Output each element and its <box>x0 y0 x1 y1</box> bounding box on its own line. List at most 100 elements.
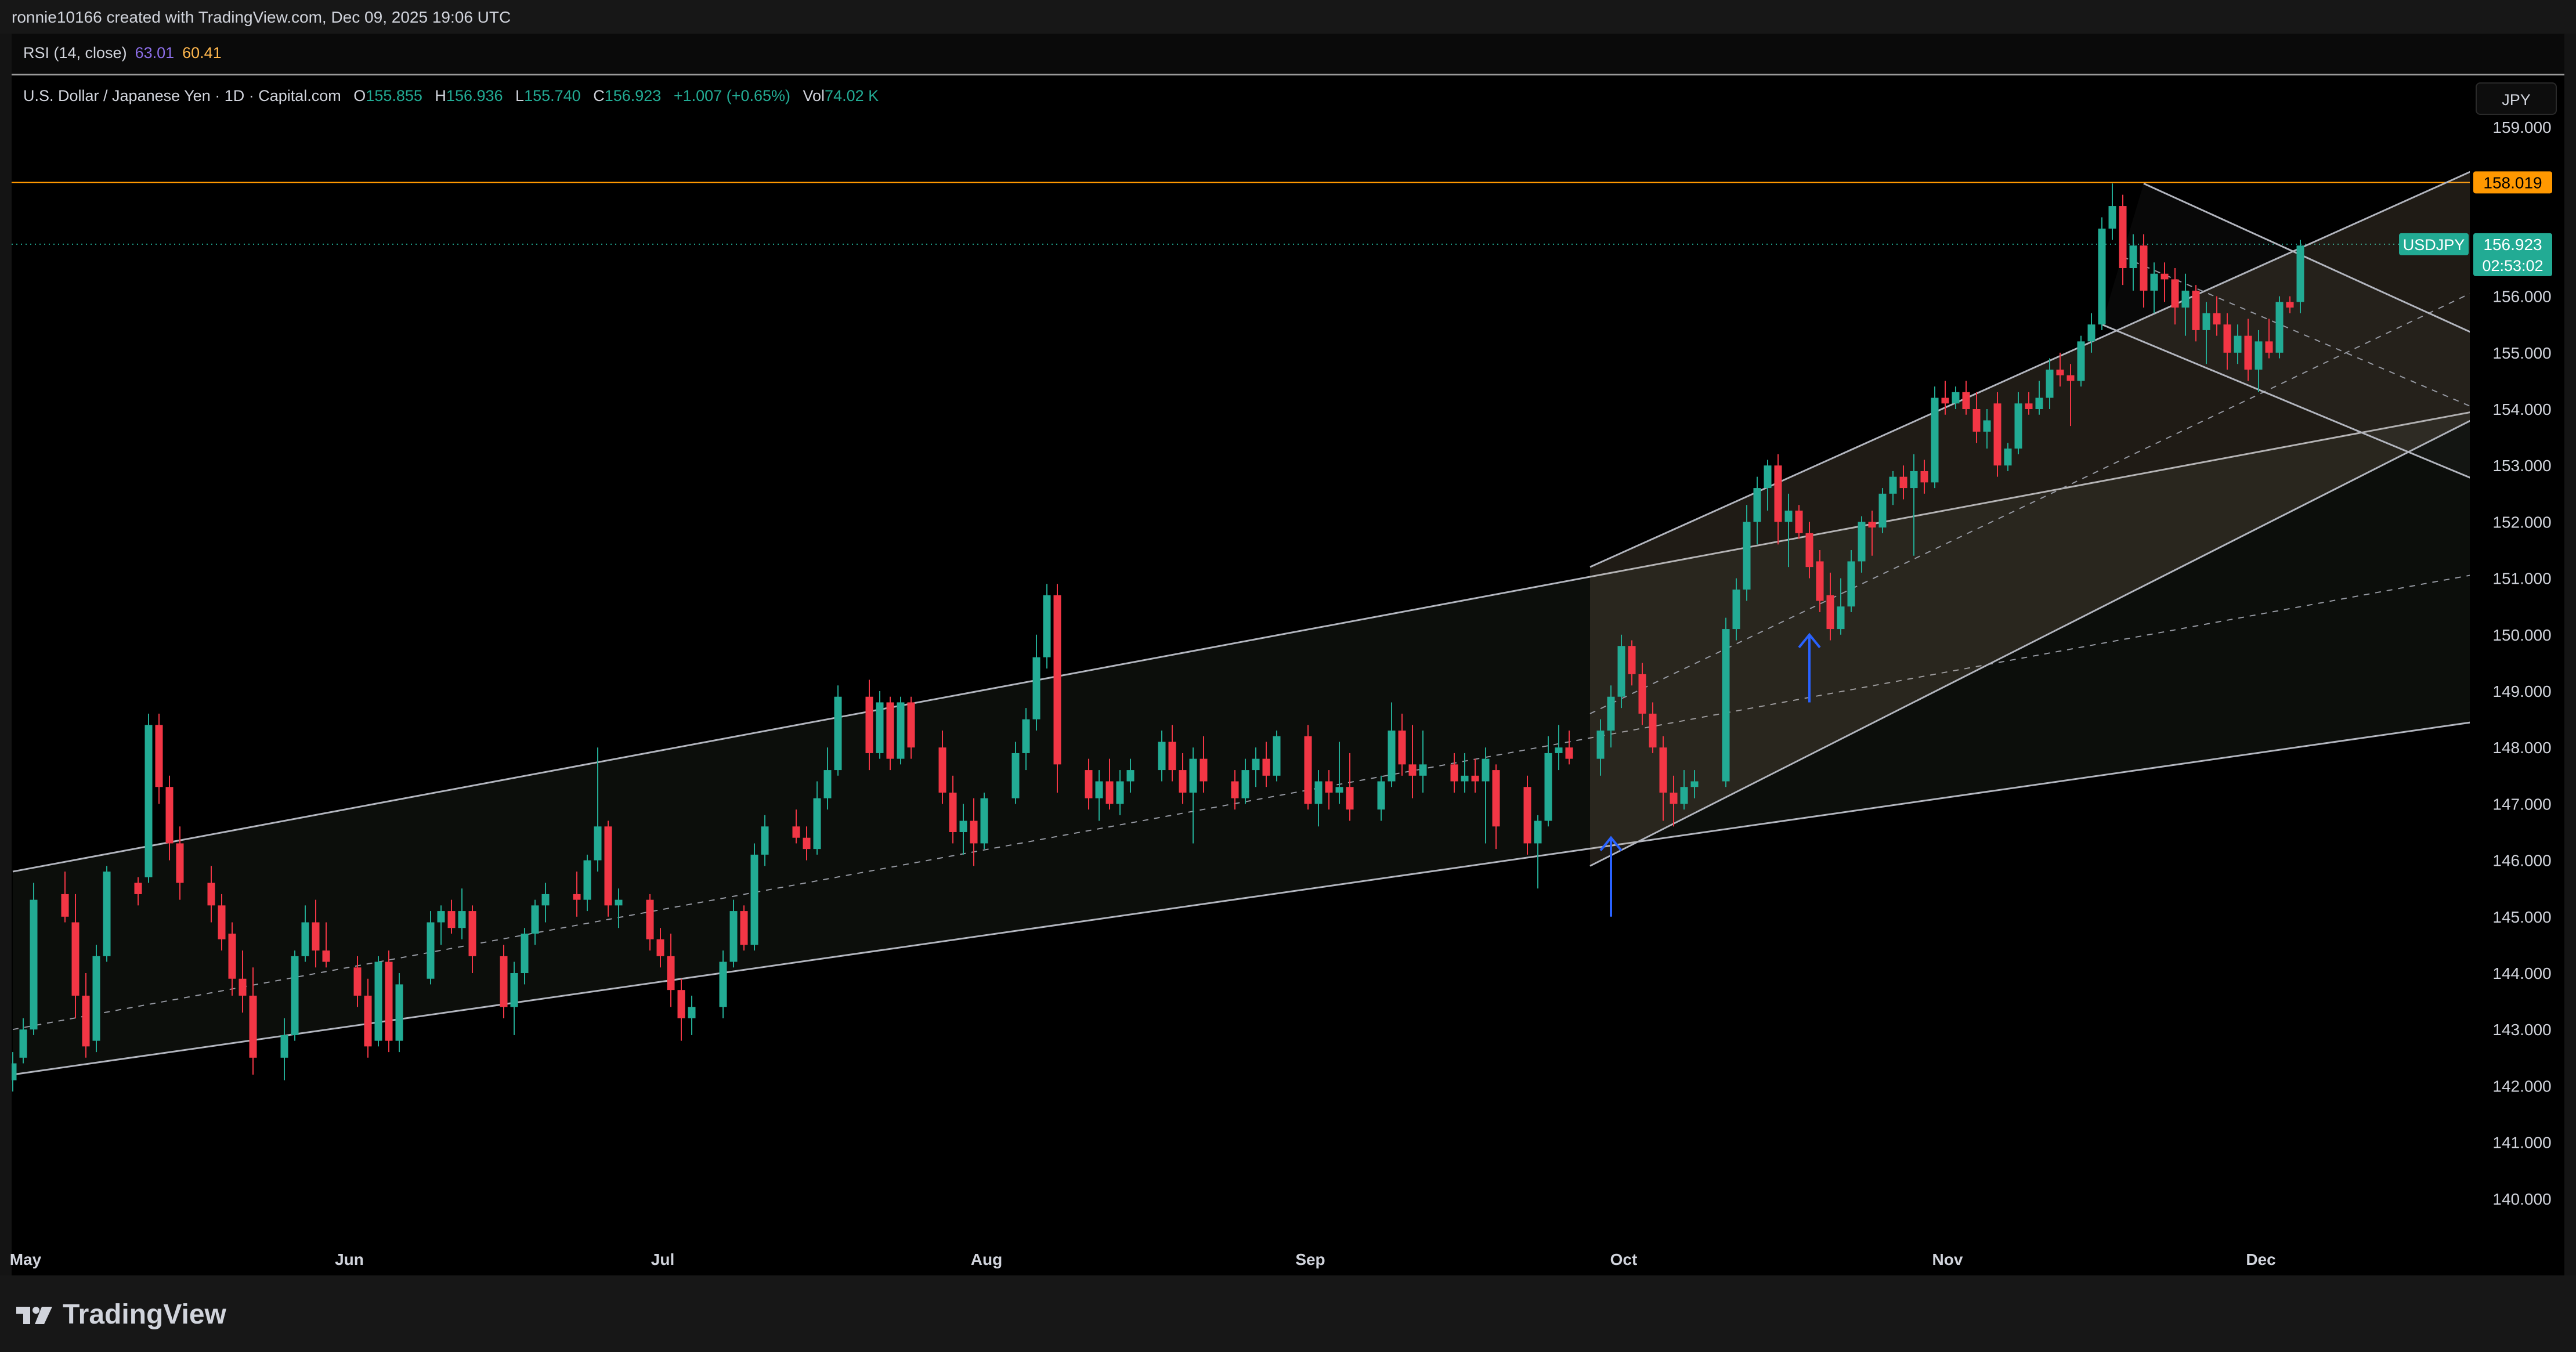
candle-up <box>1022 708 1030 771</box>
candle-up <box>1095 770 1103 821</box>
tradingview-logo[interactable]: TradingView <box>15 1299 226 1331</box>
price-tick-label: 147.000 <box>2492 795 2551 813</box>
candle-down <box>1805 522 1813 579</box>
high-label: H <box>435 87 446 104</box>
candle-down <box>1972 392 1981 443</box>
candle-down <box>1053 584 1061 793</box>
candle-body <box>2160 273 2169 280</box>
price-tick-label: 153.000 <box>2492 457 2551 475</box>
candle-body <box>2014 403 2022 449</box>
candle-down <box>803 826 811 861</box>
price-tick-label: 151.000 <box>2492 570 2551 588</box>
up-channel-lower <box>1589 420 2470 867</box>
candle-body <box>1596 731 1605 759</box>
candle-body <box>61 894 69 917</box>
candle-down <box>2160 262 2169 302</box>
candle-up <box>1764 460 1772 511</box>
candle-body <box>500 956 508 1007</box>
candle-body <box>176 843 184 883</box>
candle-up <box>1126 758 1135 793</box>
candle-body <box>2275 302 2284 353</box>
candle-up <box>374 956 382 1047</box>
price-tick-label: 146.000 <box>2492 852 2551 870</box>
candle-body <box>239 978 247 996</box>
symbol-legend: U.S. Dollar / Japanese Yen · 1D · Capita… <box>23 87 879 105</box>
candle-body <box>1565 747 1573 759</box>
candle-body <box>1043 595 1051 657</box>
candle-body <box>1858 522 1866 562</box>
candle-body <box>228 933 236 979</box>
candle-body <box>437 911 445 923</box>
candle-body <box>1659 747 1667 793</box>
candle-up <box>427 911 435 985</box>
candle-down <box>1962 381 1970 415</box>
candle-body <box>1649 713 1657 748</box>
candle-body <box>1492 770 1500 827</box>
price-tick-label: 154.000 <box>2492 400 2551 418</box>
candle-body <box>2171 279 2179 308</box>
candle-down <box>1868 510 1876 556</box>
candle-down <box>1408 725 1417 798</box>
symbol-label: USDJPY <box>2403 236 2465 254</box>
rsi-legend: RSI (14, close) 63.01 60.41 <box>23 44 222 62</box>
candle-body <box>2077 341 2085 381</box>
last-price-badge <box>2473 233 2552 276</box>
candle-body <box>604 826 612 906</box>
candle-down <box>792 809 800 844</box>
candle-down <box>1168 725 1176 782</box>
candle-up <box>583 854 591 912</box>
candle-body <box>1816 561 1824 601</box>
candle-down <box>134 877 142 906</box>
candle-up <box>301 905 309 962</box>
candle-body <box>1377 781 1385 810</box>
candle-down <box>1638 663 1646 725</box>
candle-down <box>155 713 163 804</box>
candle-down <box>1179 753 1187 804</box>
candle-down <box>1649 702 1657 753</box>
candle-body <box>2202 313 2210 330</box>
candle-down <box>2056 352 2064 387</box>
currency-button[interactable]: JPY <box>2476 82 2557 115</box>
candle-body <box>510 973 518 1007</box>
candle-body <box>1837 606 1845 630</box>
candle-up <box>897 696 905 765</box>
candle-up <box>1158 731 1166 782</box>
time-tick-label: Sep <box>1295 1250 1325 1268</box>
price-tick-label: 144.000 <box>2492 964 2551 982</box>
candle-body <box>1868 522 1876 528</box>
candle-down <box>604 820 612 917</box>
candle-body <box>458 911 466 928</box>
candle-body <box>1116 781 1124 804</box>
candle-down <box>322 922 330 968</box>
candle-down <box>970 798 978 866</box>
candle-body <box>1784 510 1793 522</box>
candle-body <box>2265 341 2273 353</box>
candle-body <box>1826 595 1834 630</box>
candle-body <box>1638 674 1646 714</box>
candle-body <box>980 798 988 844</box>
candle-body <box>2108 206 2116 229</box>
candle-up <box>1419 731 1427 793</box>
chart-area[interactable] <box>12 34 2564 1275</box>
candle-body <box>1993 403 2001 466</box>
candle-down <box>2192 285 2200 342</box>
candle-body <box>1158 742 1166 771</box>
candle-body <box>1179 770 1187 793</box>
candle-up <box>876 691 884 759</box>
rsi-pane-header[interactable]: RSI (14, close) 63.01 60.41 <box>12 34 2564 75</box>
candle-body <box>1053 595 1061 765</box>
candle-down <box>1085 758 1093 810</box>
header-bar: ronnie10166 created with TradingView.com… <box>0 0 2576 34</box>
candle-body <box>531 905 539 934</box>
candle-body <box>907 702 915 748</box>
candle-down <box>1398 713 1406 776</box>
low-value: 155.740 <box>524 87 581 104</box>
candle-down <box>1941 381 1949 415</box>
candle-up <box>19 1018 27 1064</box>
candle-body <box>677 990 685 1018</box>
candle-body <box>1095 781 1103 798</box>
candle-body <box>970 820 978 844</box>
candle-body <box>1764 465 1772 489</box>
candle-up <box>1617 634 1625 708</box>
